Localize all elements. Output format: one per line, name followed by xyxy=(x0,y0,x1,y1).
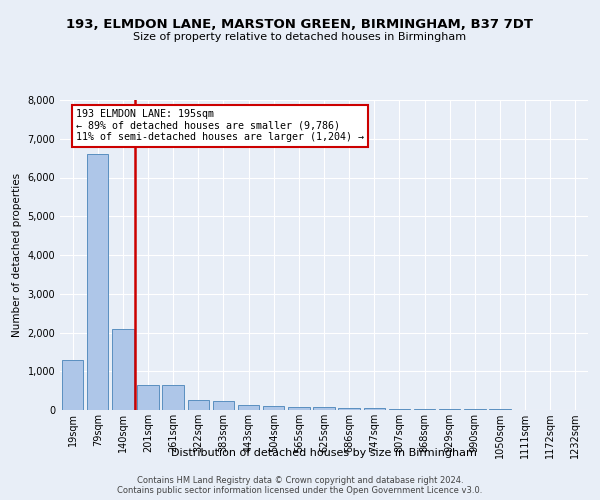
Bar xyxy=(238,405,259,410)
Text: Contains public sector information licensed under the Open Government Licence v3: Contains public sector information licen… xyxy=(118,486,482,495)
Bar xyxy=(288,407,310,410)
Bar xyxy=(439,409,460,410)
Text: Distribution of detached houses by size in Birmingham: Distribution of detached houses by size … xyxy=(171,448,477,458)
Bar xyxy=(414,409,435,410)
Bar xyxy=(389,408,410,410)
Y-axis label: Number of detached properties: Number of detached properties xyxy=(12,173,22,337)
Bar xyxy=(338,408,360,410)
Bar xyxy=(137,385,158,410)
Bar xyxy=(87,154,109,410)
Text: Size of property relative to detached houses in Birmingham: Size of property relative to detached ho… xyxy=(133,32,467,42)
Bar xyxy=(313,407,335,410)
Bar xyxy=(112,330,134,410)
Text: Contains HM Land Registry data © Crown copyright and database right 2024.: Contains HM Land Registry data © Crown c… xyxy=(137,476,463,485)
Text: 193 ELMDON LANE: 195sqm
← 89% of detached houses are smaller (9,786)
11% of semi: 193 ELMDON LANE: 195sqm ← 89% of detache… xyxy=(76,110,364,142)
Bar xyxy=(364,408,385,410)
Bar xyxy=(163,385,184,410)
Bar xyxy=(188,400,209,410)
Bar xyxy=(62,360,83,410)
Bar xyxy=(213,401,234,410)
Text: 193, ELMDON LANE, MARSTON GREEN, BIRMINGHAM, B37 7DT: 193, ELMDON LANE, MARSTON GREEN, BIRMING… xyxy=(67,18,533,30)
Bar xyxy=(263,406,284,410)
